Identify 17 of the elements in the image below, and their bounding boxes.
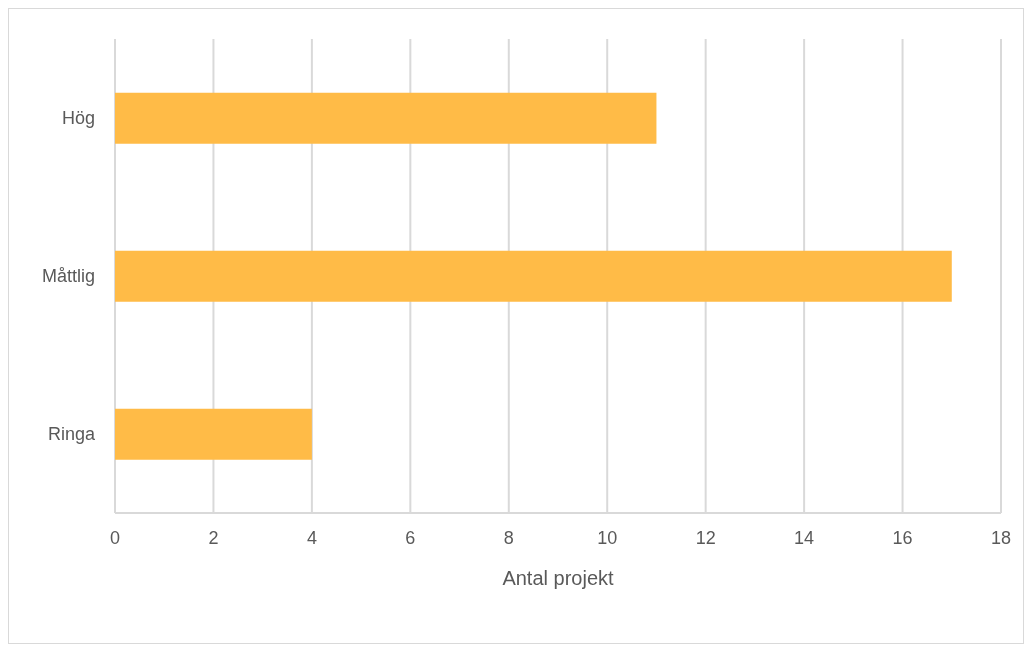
x-tick-label: 0 <box>109 527 121 548</box>
x-tick-label: 12 <box>695 527 716 548</box>
x-tick-label: 16 <box>892 527 913 548</box>
x-tick-label: 4 <box>306 527 317 548</box>
x-tick-label: 18 <box>990 527 1012 548</box>
y-tick-label: Måttlig <box>41 266 95 287</box>
y-tick-label: Ringa <box>47 424 96 445</box>
x-tick-label: 14 <box>794 527 815 548</box>
x-tick-label: 2 <box>208 527 219 548</box>
bar <box>115 250 952 302</box>
bar <box>115 408 312 460</box>
x-tick-label: 6 <box>405 527 416 548</box>
x-axis-title: Antal projekt <box>502 567 615 589</box>
y-tick-label: Hög <box>61 108 95 129</box>
x-tick-label: 10 <box>597 527 618 548</box>
x-tick-label: 8 <box>503 527 514 548</box>
bar <box>115 92 657 144</box>
